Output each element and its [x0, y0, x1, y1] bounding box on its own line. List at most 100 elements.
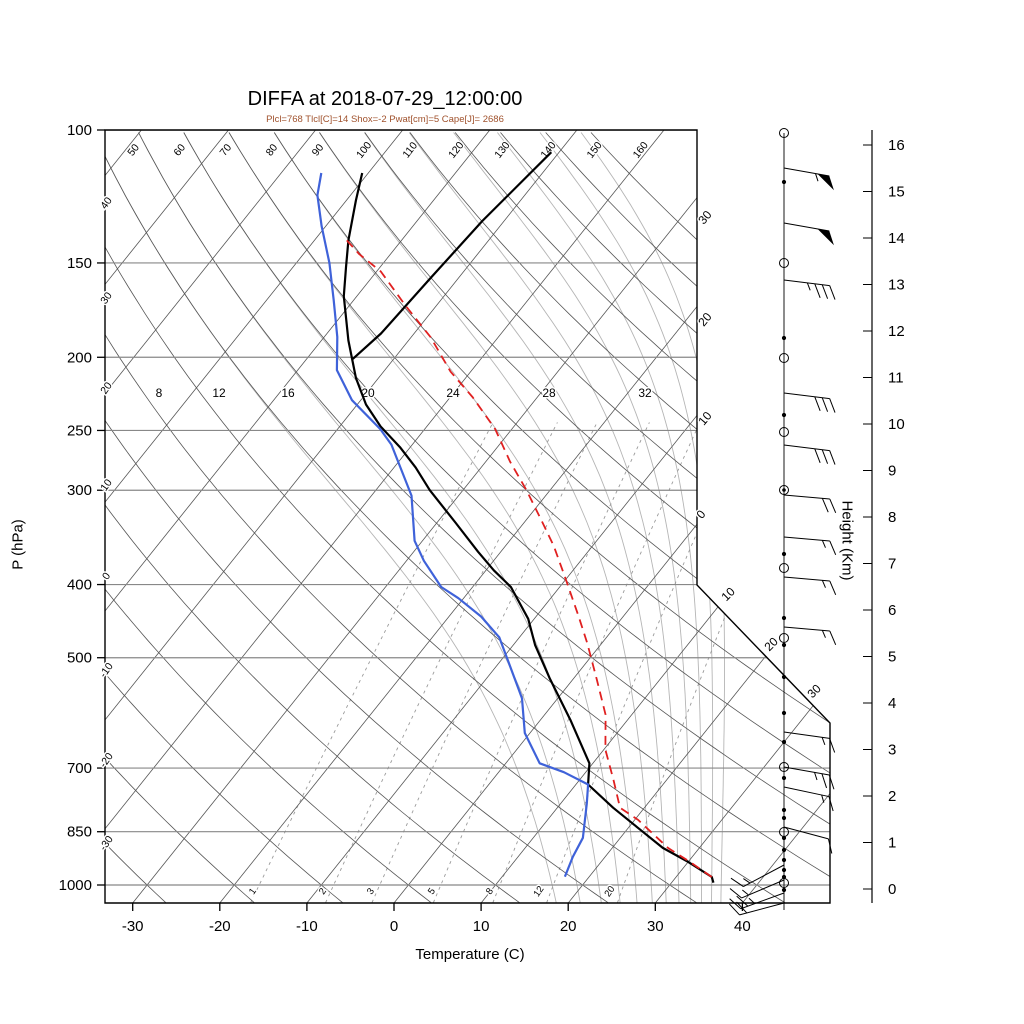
height-tick: 8 [888, 509, 896, 526]
temperature-curve [342, 172, 715, 883]
wind-barb [783, 222, 834, 246]
height-tick: 5 [888, 649, 896, 666]
svg-text:20: 20 [98, 380, 115, 397]
pressure-tick: 150 [67, 255, 92, 272]
temperature-tick: -20 [209, 918, 231, 935]
svg-text:12: 12 [531, 884, 546, 899]
level-dot [781, 775, 787, 781]
wind-barb [783, 536, 837, 556]
aux-upper-curve [352, 151, 553, 360]
dewpoint-curve [316, 172, 590, 878]
level-dot [781, 887, 787, 893]
wind-barb [730, 864, 785, 888]
height-tick: 7 [888, 556, 896, 573]
height-tick: 16 [888, 137, 905, 154]
svg-text:20: 20 [695, 310, 715, 329]
level-dot [781, 551, 787, 557]
svg-text:32: 32 [638, 386, 652, 400]
level-dot [781, 807, 787, 813]
height-tick: 14 [888, 230, 905, 247]
svg-text:30: 30 [804, 681, 824, 701]
height-tick: 2 [888, 788, 896, 805]
wind-barb [729, 879, 785, 899]
level-dot [781, 739, 787, 745]
wind-barb [728, 901, 785, 916]
svg-text:16: 16 [281, 386, 295, 400]
wind-barb [783, 279, 836, 300]
height-tick: 12 [888, 323, 905, 340]
level-dot [781, 615, 787, 621]
height-tick: 1 [888, 835, 896, 852]
wind-barb [783, 392, 836, 413]
svg-text:8: 8 [484, 886, 496, 897]
svg-text:8: 8 [156, 386, 163, 400]
chart-title: DIFFA at 2018-07-29_12:00:00 [247, 88, 523, 110]
level-dot [781, 674, 787, 680]
svg-text:2: 2 [317, 886, 329, 897]
wind-barb [783, 826, 833, 854]
pressure-tick: 1000 [59, 877, 92, 894]
height-tick: 0 [888, 881, 896, 898]
level-dot [781, 874, 787, 880]
svg-text:20: 20 [602, 884, 617, 899]
svg-text:150: 150 [585, 139, 605, 160]
station-circle [779, 128, 789, 138]
svg-text:1: 1 [247, 886, 259, 897]
svg-text:40: 40 [98, 195, 115, 212]
station-circle [779, 427, 789, 437]
wind-barb [783, 167, 834, 191]
wind-barb [783, 766, 835, 790]
sounding-curves [316, 151, 715, 883]
pressure-tick: 200 [67, 349, 92, 366]
level-dot [781, 642, 787, 648]
height-tick: 3 [888, 742, 896, 759]
level-dot [781, 179, 787, 185]
station-circle [779, 258, 789, 268]
pressure-tick: 700 [67, 760, 92, 777]
height-tick: 10 [888, 416, 905, 433]
pressure-tick: 850 [67, 824, 92, 841]
pressure-tick: 500 [67, 650, 92, 667]
station-circle [779, 633, 789, 643]
wind-barb [783, 731, 836, 753]
pressure-tick: 100 [67, 122, 92, 139]
level-dot [781, 835, 787, 841]
svg-text:140: 140 [538, 139, 558, 160]
temperature-tick: -10 [296, 918, 318, 935]
plot-frame [104, 129, 831, 904]
level-dot [781, 335, 787, 341]
temperature-tick: 10 [473, 918, 490, 935]
svg-text:60: 60 [171, 142, 188, 159]
svg-text:10: 10 [695, 409, 715, 428]
wind-barb [729, 892, 785, 910]
station-circle [779, 762, 789, 772]
svg-text:20: 20 [761, 634, 781, 654]
wind-barb [783, 576, 837, 596]
temperature-tick: 0 [390, 918, 398, 935]
height-tick: 6 [888, 602, 896, 619]
svg-text:0: 0 [693, 507, 708, 521]
height-tick: 13 [888, 277, 905, 294]
svg-text:50: 50 [125, 142, 142, 159]
temperature-tick: 20 [560, 918, 577, 935]
wind-barb [783, 444, 836, 465]
svg-text:30: 30 [98, 290, 115, 307]
temperature-tick: -30 [122, 918, 144, 935]
height-tick: 4 [888, 695, 896, 712]
pressure-tick: 300 [67, 482, 92, 499]
level-dot [781, 867, 787, 873]
chart-stats-line: Plcl=768 Tlcl[C]=14 Shox=-2 Pwat[cm]=5 C… [266, 114, 504, 125]
svg-text:-30: -30 [97, 833, 116, 852]
svg-text:24: 24 [446, 386, 460, 400]
level-dot [781, 710, 787, 716]
svg-text:0: 0 [100, 570, 113, 582]
svg-text:10: 10 [718, 584, 738, 604]
svg-text:-10: -10 [97, 660, 116, 679]
svg-text:10: 10 [98, 477, 115, 494]
pressure-tick: 250 [67, 422, 92, 439]
level-dot [781, 815, 787, 821]
temperature-tick: 30 [647, 918, 664, 935]
